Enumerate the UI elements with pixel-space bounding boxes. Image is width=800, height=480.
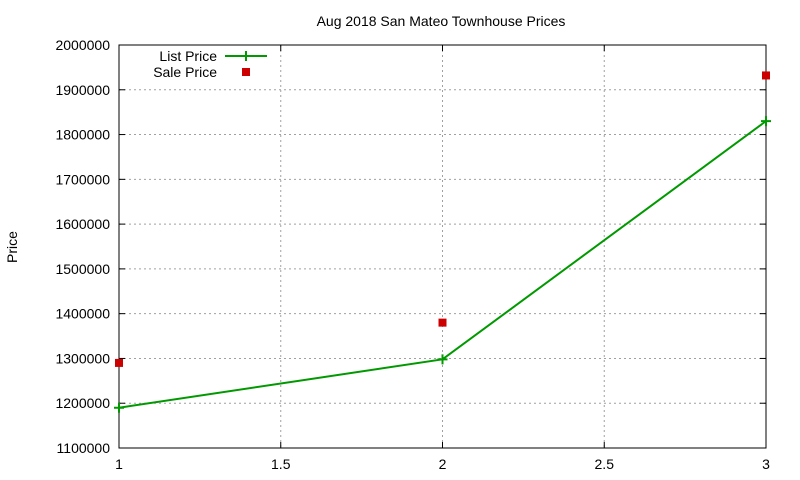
x-tick-label: 3	[762, 456, 770, 472]
x-tick-label: 2	[439, 456, 447, 472]
y-axis-label: Price	[4, 231, 20, 263]
tick-labels: 1 1.5 2 2.5 3 1100000 1200000 1300000 1400000 150…	[55, 37, 770, 472]
y-tick-label: 2000000	[55, 37, 110, 53]
data-point-plus	[761, 116, 771, 127]
x-tick-label: 2.5	[595, 456, 615, 472]
grid	[118, 44, 767, 449]
y-tick-label: 1200000	[55, 395, 110, 411]
data-point-square	[762, 71, 770, 80]
data-point-square	[115, 358, 123, 367]
series-sale-price	[115, 71, 770, 367]
data-point-plus	[437, 354, 448, 365]
y-tick-label: 1800000	[55, 127, 110, 143]
data-point-plus	[114, 402, 124, 413]
y-tick-label: 1400000	[55, 306, 110, 322]
axes	[118, 44, 767, 449]
legend-label: List Price	[159, 48, 217, 64]
series-line	[118, 120, 767, 409]
legend-square-swatch	[242, 68, 250, 76]
x-tick-label: 1	[115, 456, 123, 472]
y-tick-label: 1300000	[55, 350, 110, 366]
series-list-price	[114, 116, 771, 413]
legend-label: Sale Price	[153, 64, 217, 80]
y-tick-label: 1100000	[57, 440, 111, 456]
y-tick-label: 1700000	[55, 171, 110, 187]
y-tick-label: 1600000	[55, 216, 110, 232]
chart-title: Aug 2018 San Mateo Townhouse Prices	[317, 13, 566, 29]
data-point-square	[438, 318, 447, 327]
series-layer	[114, 71, 771, 413]
y-tick-label: 1900000	[55, 82, 110, 98]
x-tick-label: 1.5	[271, 456, 291, 472]
y-tick-label: 1500000	[55, 261, 110, 277]
legend-plus-swatch	[241, 51, 251, 61]
